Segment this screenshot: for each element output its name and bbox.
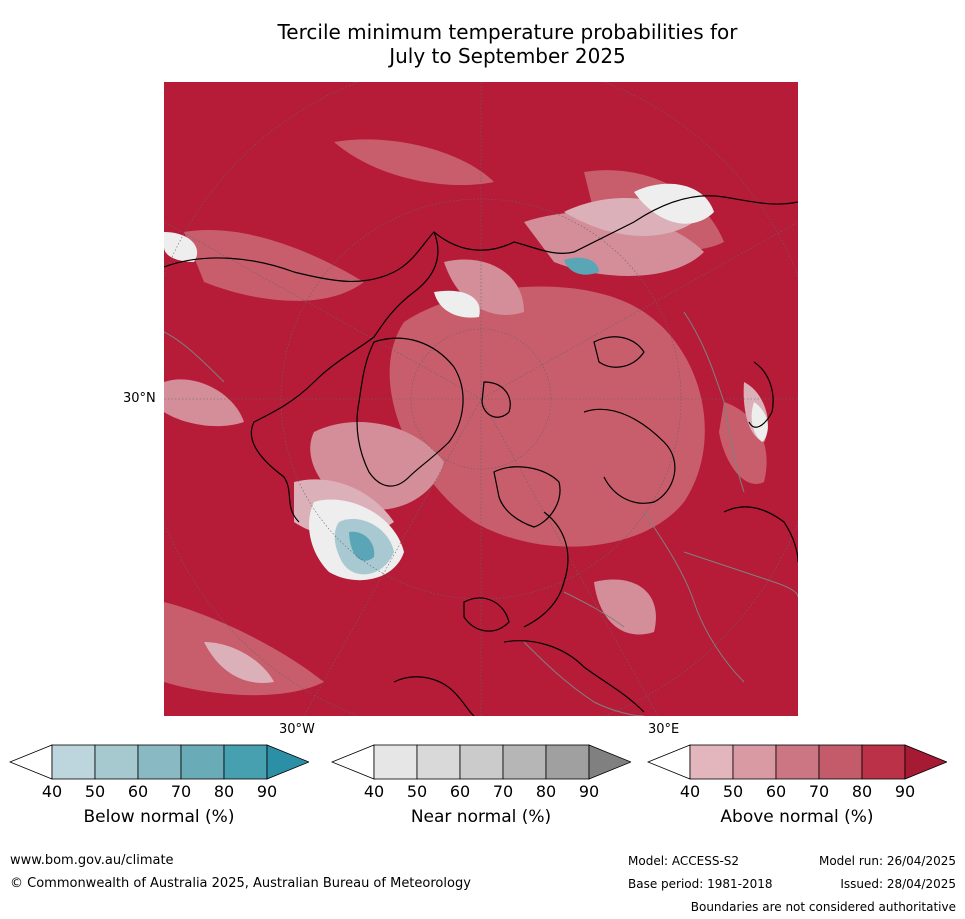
- tick-label: 90: [578, 782, 600, 801]
- base-period: Base period: 1981-2018: [628, 877, 773, 891]
- tick-label: 50: [406, 782, 428, 801]
- colorbar-swatch: [689, 744, 734, 780]
- colorbar-extension-low: [647, 744, 691, 780]
- colorbar-swatch: [818, 744, 863, 780]
- tick-label: 60: [127, 782, 149, 801]
- boundaries-disclaimer: Boundaries are not considered authoritat…: [690, 900, 956, 914]
- website-link[interactable]: www.bom.gov.au/climate: [10, 853, 174, 868]
- colorbar-swatch: [502, 744, 547, 780]
- colorbar-swatch: [459, 744, 504, 780]
- colorbar-swatch: [94, 744, 139, 780]
- tick-label: 70: [492, 782, 514, 801]
- tick-label: 90: [256, 782, 278, 801]
- tick-label: 70: [808, 782, 830, 801]
- colorbar-above-normal-ticks: 40 50 60 70 80 90: [647, 782, 947, 804]
- colorbar-near-normal-swatches: [331, 744, 631, 780]
- coastlines: [164, 195, 798, 716]
- colorbar-extension-high: [588, 744, 631, 780]
- colorbar-above-normal-swatches: [647, 744, 947, 780]
- tick-label: 40: [679, 782, 701, 801]
- colorbar-below-normal-swatches: [9, 744, 309, 780]
- model-run-date: Model run: 26/04/2025: [818, 854, 956, 868]
- tick-label: 50: [722, 782, 744, 801]
- tick-label: 40: [363, 782, 385, 801]
- colorbar-below-normal-ticks: 40 50 60 70 80 90: [9, 782, 309, 804]
- colorbar-above-normal-label: Above normal (%): [720, 807, 874, 827]
- colorbar-swatch: [732, 744, 777, 780]
- colorbar-swatch: [137, 744, 182, 780]
- tick-label: 40: [41, 782, 63, 801]
- colorbar-swatch: [51, 744, 96, 780]
- colorbar-near-normal: 40 50 60 70 80 90 Near normal (%): [331, 744, 631, 854]
- tick-label: 60: [765, 782, 787, 801]
- copyright-text: © Commonwealth of Australia 2025, Austra…: [10, 876, 471, 891]
- issued-date: Issued: 28/04/2025: [840, 877, 956, 891]
- colorbar-swatch: [373, 744, 418, 780]
- map-canvas: [164, 82, 798, 716]
- colorbar-near-normal-ticks: 40 50 60 70 80 90: [331, 782, 631, 804]
- country-borders: [164, 311, 798, 716]
- map-title: Tercile minimum temperature probabilitie…: [230, 20, 785, 68]
- longitude-label-30e: 30°E: [648, 722, 680, 737]
- colorbar-swatch: [545, 744, 590, 780]
- tick-label: 60: [449, 782, 471, 801]
- colorbar-below-normal: 40 50 60 70 80 90 Below normal (%): [9, 744, 309, 854]
- tick-label: 80: [535, 782, 557, 801]
- tick-label: 90: [894, 782, 916, 801]
- below-normal-regions: [334, 257, 599, 575]
- colorbar-swatch: [775, 744, 820, 780]
- colorbar-below-normal-label: Below normal (%): [83, 807, 235, 827]
- model-name: Model: ACCESS-S2: [628, 854, 740, 868]
- map-title-line2: July to September 2025: [389, 44, 626, 68]
- colorbar-extension-low: [9, 744, 53, 780]
- colorbar-near-normal-label: Near normal (%): [410, 807, 552, 827]
- map-title-line1: Tercile minimum temperature probabilitie…: [277, 20, 738, 44]
- graticule: [164, 82, 798, 716]
- colorbar-extension-high: [266, 744, 309, 780]
- above-70-regions: [164, 139, 767, 696]
- colorbar-swatch: [861, 744, 906, 780]
- tick-label: 50: [84, 782, 106, 801]
- tick-label: 70: [170, 782, 192, 801]
- polar-probability-map[interactable]: [164, 82, 798, 716]
- longitude-label-30w: 30°W: [279, 722, 315, 737]
- colorbar-swatch: [223, 744, 268, 780]
- tick-label: 80: [213, 782, 235, 801]
- colorbar-extension-low: [331, 744, 375, 780]
- colorbar-extension-high: [904, 744, 947, 780]
- colorbar-swatch: [416, 744, 461, 780]
- colorbar-swatch: [180, 744, 225, 780]
- colorbar-above-normal: 40 50 60 70 80 90 Above normal (%): [647, 744, 947, 854]
- latitude-label-30n: 30°N: [123, 391, 156, 406]
- tick-label: 80: [851, 782, 873, 801]
